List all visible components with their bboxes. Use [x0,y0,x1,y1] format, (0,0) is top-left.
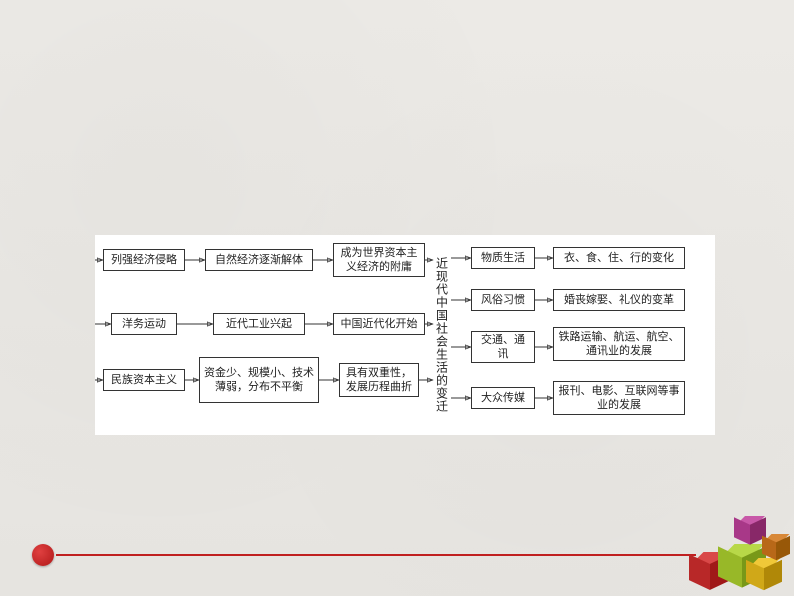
node-l2b: 近代工业兴起 [213,313,305,335]
node-r3b: 铁路运输、航运、航空、通讯业的发展 [553,327,685,361]
node-r3a: 交通、通讯 [471,331,535,363]
node-l1a: 列强经济侵略 [103,249,185,271]
center-title: 近现代中国社会生活的变迁 [433,247,451,423]
node-r2a: 风俗习惯 [471,289,535,311]
node-l2a: 洋务运动 [111,313,177,335]
node-r4b: 报刊、电影、互联网等事业的发展 [553,381,685,415]
node-l1b: 自然经济逐渐解体 [205,249,313,271]
cube-2 [746,558,781,593]
decor-red-line [56,554,696,556]
node-l3b: 资金少、规模小、技术薄弱，分布不平衡 [199,357,319,403]
node-r4a: 大众传媒 [471,387,535,409]
node-l3a: 民族资本主义 [103,369,185,391]
cube-4 [762,534,791,563]
decor-cubes [654,516,794,596]
node-r2b: 婚丧嫁娶、礼仪的变革 [553,289,685,311]
node-r1a: 物质生活 [471,247,535,269]
decor-red-dot [32,544,54,566]
flowchart-container: 近现代中国社会生活的变迁 列强经济侵略自然经济逐渐解体成为世界资本主义经济的附庸… [95,235,715,435]
node-r1b: 衣、食、住、行的变化 [553,247,685,269]
node-l3c: 具有双重性，发展历程曲折 [339,363,419,397]
node-l1c: 成为世界资本主义经济的附庸 [333,243,425,277]
node-l2c: 中国近代化开始 [333,313,425,335]
